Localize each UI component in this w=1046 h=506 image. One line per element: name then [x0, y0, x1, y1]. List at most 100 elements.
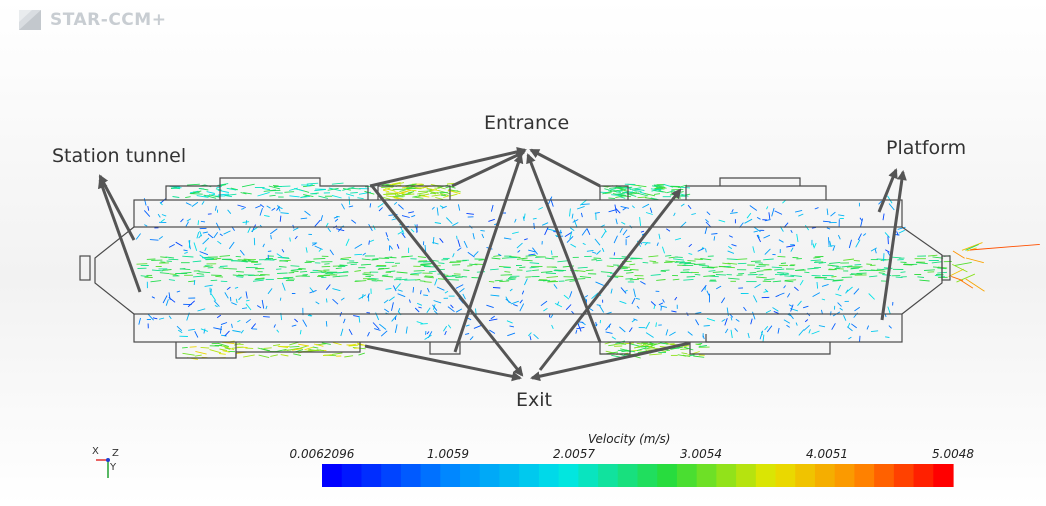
star-ccm-logo-icon: [19, 10, 41, 30]
colorbar-tick: 5.0048: [932, 447, 974, 461]
velocity-vector: [203, 328, 206, 334]
velocity-vector: [423, 294, 428, 296]
colorbar-segment: [381, 464, 402, 487]
arrow-exit-diag: [538, 188, 682, 371]
colorbar-tick: 2.0057: [553, 447, 595, 461]
velocity-vector: [199, 254, 207, 260]
velocity-vector: [379, 323, 387, 330]
velocity-vector: [724, 318, 728, 326]
colorbar-segment: [637, 464, 658, 487]
velocity-vector: [295, 345, 309, 350]
colorbar-segment: [913, 464, 934, 487]
velocity-vector: [728, 235, 733, 238]
velocity-vector: [764, 288, 769, 293]
colorbar-segment: [341, 464, 363, 487]
velocity-vector: [419, 186, 426, 189]
velocity-vector: [604, 192, 612, 194]
logo-text: STAR-CCM+: [50, 10, 167, 30]
velocity-vector: [749, 205, 758, 211]
velocity-vector: [209, 349, 222, 354]
velocity-vector: [180, 218, 184, 223]
velocity-vector: [467, 251, 475, 258]
velocity-vector: [642, 261, 649, 264]
velocity-vector: [787, 293, 791, 298]
velocity-vector: [489, 329, 496, 334]
velocity-vector: [250, 323, 257, 330]
velocity-vector: [698, 345, 707, 348]
velocity-vector: [705, 248, 707, 253]
velocity-vector: [444, 330, 447, 336]
velocity-vector: [620, 287, 627, 294]
velocity-vector: [750, 318, 753, 325]
velocity-vector: [269, 194, 276, 197]
velocity-vector: [763, 258, 774, 261]
colorbar-segment: [657, 464, 678, 487]
velocity-vector: [240, 192, 247, 195]
velocity-vector: [773, 310, 779, 314]
velocity-vector: [756, 234, 762, 243]
velocity-vector: [187, 183, 200, 186]
velocity-vector: [151, 296, 156, 299]
velocity-vector: [428, 270, 437, 273]
velocity-vector: [247, 259, 256, 261]
velocity-vector: [237, 259, 247, 261]
velocity-vector: [565, 304, 572, 311]
velocity-vector: [501, 257, 509, 259]
velocity-vector: [445, 275, 457, 278]
velocity-vector: [383, 193, 397, 195]
velocity-vector: [262, 187, 271, 191]
velocity-vector: [236, 260, 248, 263]
velocity-vector: [226, 286, 231, 291]
velocity-vector: [625, 278, 633, 280]
velocity-vector: [543, 308, 548, 312]
velocity-vector: [280, 354, 289, 357]
velocity-vector: [956, 273, 976, 283]
velocity-vector: [397, 289, 403, 292]
velocity-vector: [841, 265, 853, 268]
colorbar-segment: [814, 464, 836, 487]
velocity-vector: [486, 304, 494, 309]
velocity-vector: [277, 345, 289, 349]
velocity-colorbar: [322, 464, 954, 487]
velocity-vector: [252, 279, 264, 282]
velocity-vector: [648, 255, 659, 258]
velocity-vector: [360, 263, 372, 266]
velocity-vector: [694, 258, 703, 260]
velocity-vector: [533, 222, 535, 230]
velocity-vector: [290, 270, 299, 272]
velocity-vector: [418, 306, 422, 309]
velocity-vector: [488, 218, 495, 222]
velocity-vector: [223, 230, 231, 235]
velocity-vector: [322, 354, 332, 356]
velocity-vector: [391, 265, 398, 267]
velocity-vector: [147, 313, 154, 321]
velocity-vector: [731, 243, 737, 247]
velocity-vector: [880, 259, 890, 261]
velocity-vector: [348, 205, 354, 208]
velocity-vector: [898, 229, 905, 234]
velocity-vector: [528, 253, 536, 256]
velocity-vector: [270, 228, 278, 235]
velocity-vector: [764, 248, 771, 255]
velocity-vector: [575, 269, 586, 272]
velocity-vector: [512, 231, 519, 235]
velocity-vector: [394, 324, 398, 333]
velocity-vector: [554, 269, 565, 271]
velocity-vector: [637, 188, 645, 191]
velocity-vector: [826, 208, 829, 216]
velocity-vector: [952, 263, 968, 273]
velocity-vector: [216, 185, 222, 189]
velocity-vector: [203, 194, 217, 199]
velocity-vector: [358, 315, 361, 323]
velocity-vector: [803, 324, 810, 331]
velocity-vector: [168, 279, 175, 281]
velocity-vector: [219, 265, 228, 267]
velocity-vector: [411, 214, 416, 218]
velocity-vector: [235, 298, 238, 304]
velocity-vector: [436, 286, 445, 291]
velocity-vector: [254, 263, 262, 266]
velocity-vector: [728, 277, 740, 280]
velocity-vector: [315, 301, 320, 305]
velocity-vector: [784, 279, 797, 281]
velocity-vector: [700, 258, 712, 261]
